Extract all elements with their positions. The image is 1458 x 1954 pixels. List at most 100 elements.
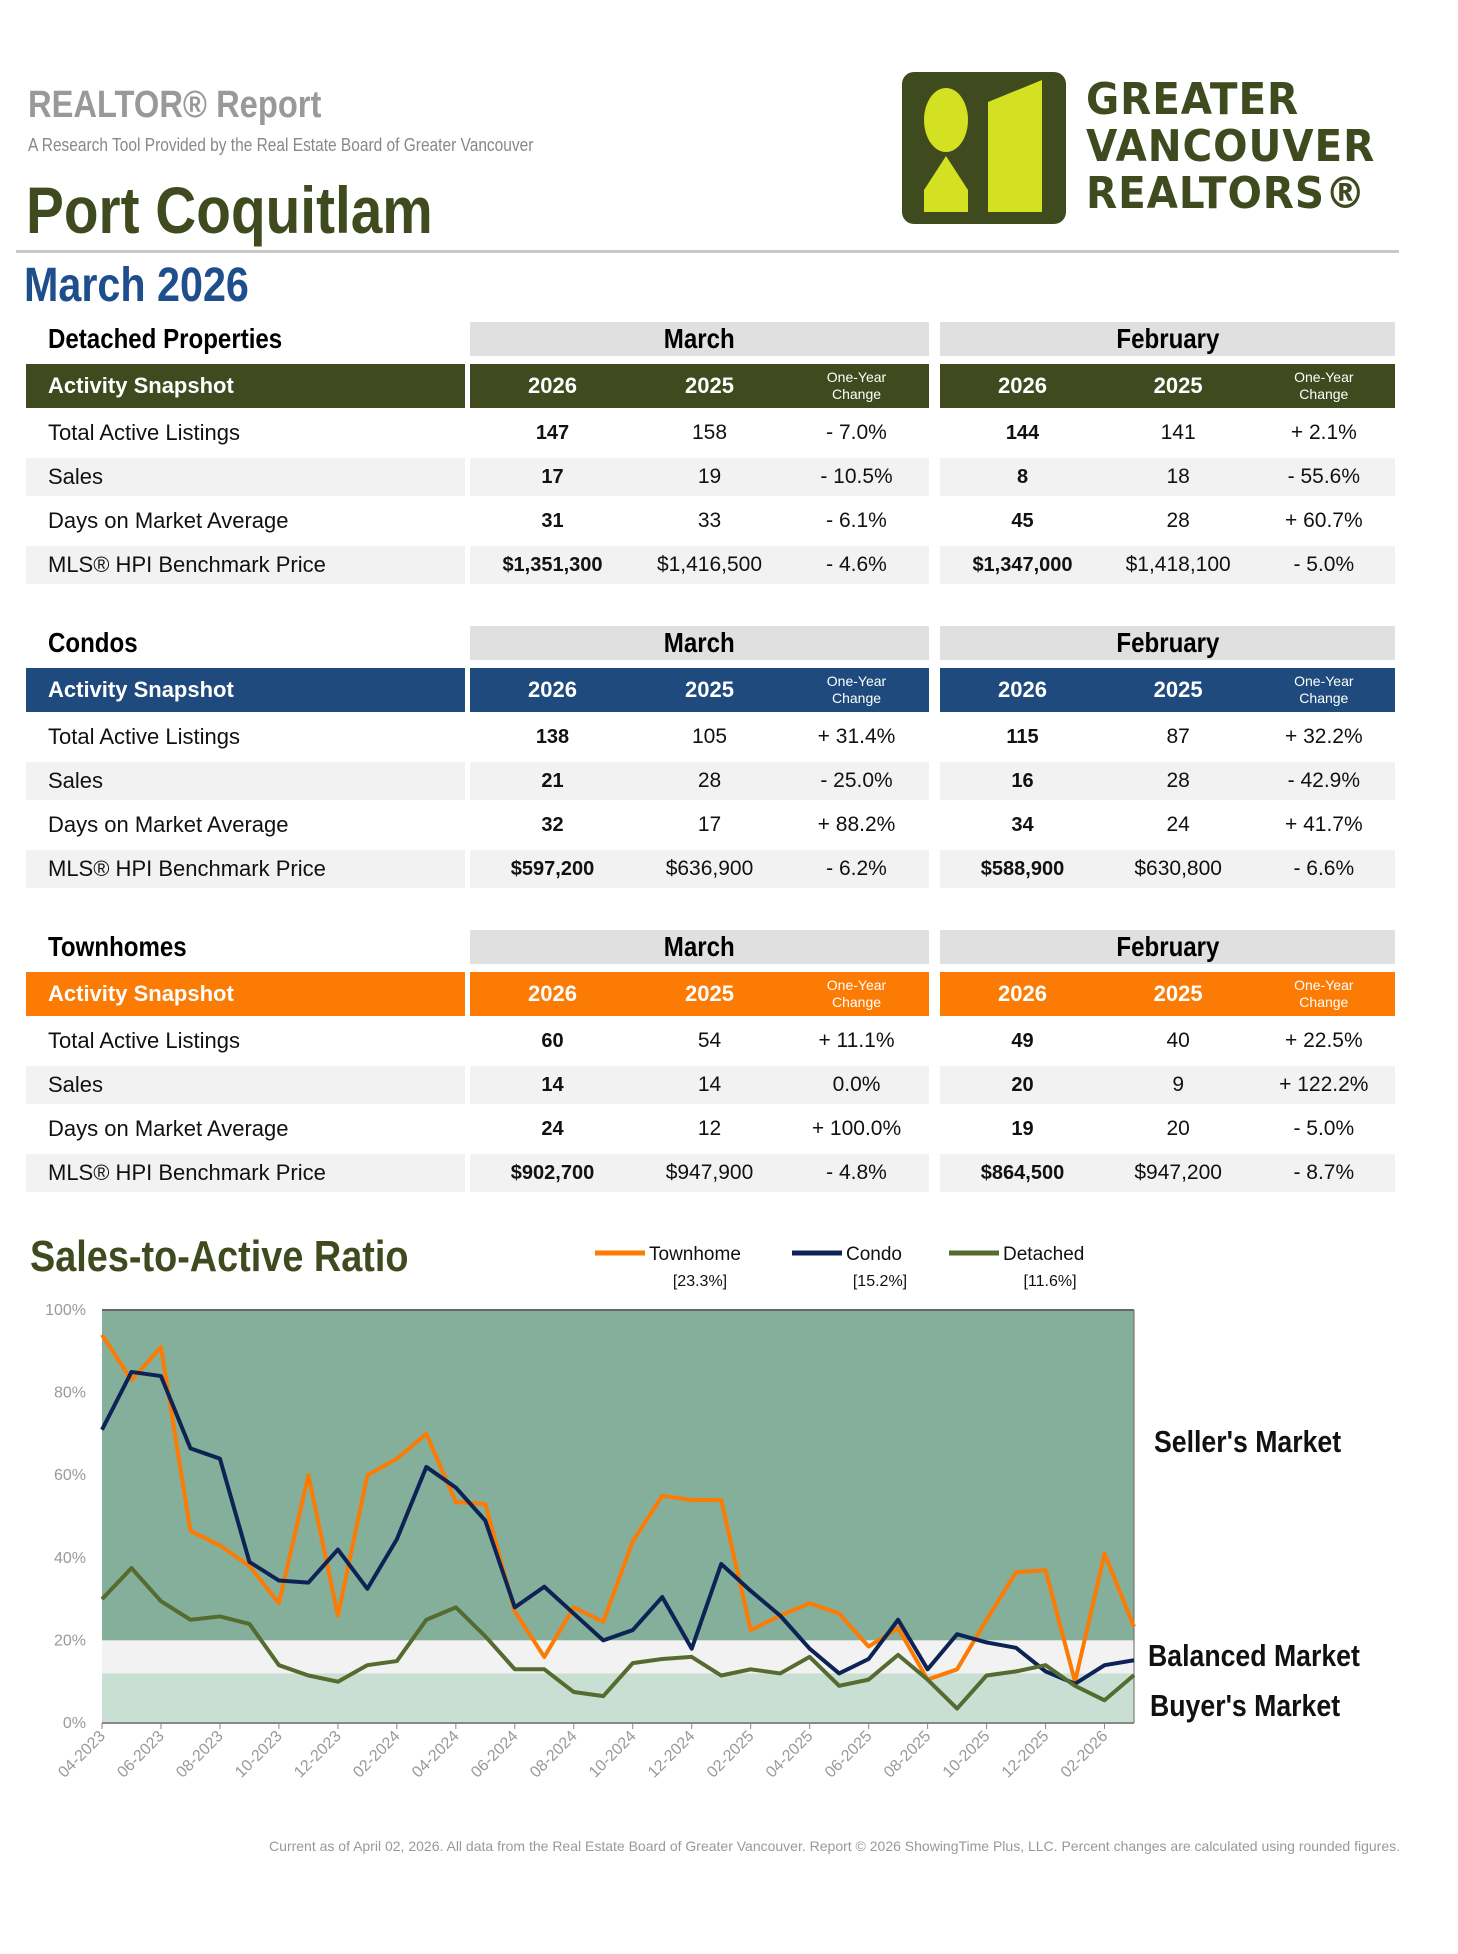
row-label-cell: Total Active Listings bbox=[48, 420, 240, 445]
x-tick-label: 10-2023 bbox=[232, 1728, 286, 1782]
value-2025: $947,200 bbox=[1134, 1161, 1222, 1184]
change-header: One-Year Change bbox=[1294, 673, 1354, 706]
value-2026: $902,700 bbox=[510, 1162, 595, 1184]
table-row: $588,900 $630,800 - 6.6% bbox=[940, 850, 1395, 888]
series-line-detached bbox=[100, 1566, 1136, 1711]
x-tick-label: 02-2025 bbox=[704, 1728, 758, 1782]
table-row: 138 105 + 31.4% bbox=[470, 718, 929, 756]
year-2026-header: 2026 bbox=[998, 981, 1047, 1006]
zone-sellers bbox=[102, 1310, 1134, 1641]
value-2026: 32 bbox=[541, 814, 564, 836]
row-label-cell: Sales bbox=[26, 458, 465, 496]
value-2025: $636,900 bbox=[665, 857, 754, 880]
value-change: - 7.0% bbox=[826, 421, 887, 444]
value-2026: 147 bbox=[535, 422, 570, 444]
year-header-group: 2026 2025 One-Year Change bbox=[470, 668, 929, 712]
y-tick-label: 40% bbox=[54, 1550, 86, 1567]
value-2025: 9 bbox=[1172, 1073, 1184, 1096]
row-label-cell: MLS® HPI Benchmark Price bbox=[26, 1154, 465, 1192]
value-2026: 45 bbox=[1011, 510, 1034, 532]
value-2026: $597,200 bbox=[510, 858, 595, 880]
legend-label: Detached bbox=[1003, 1244, 1084, 1265]
value-2025: 28 bbox=[1166, 769, 1190, 792]
legend-label: Townhome bbox=[649, 1244, 741, 1265]
value-2026: 8 bbox=[1016, 466, 1029, 488]
value-change: + 60.7% bbox=[1285, 509, 1363, 532]
year-header-group: 2026 2025 One-Year Change bbox=[940, 668, 1395, 712]
area-title: Port Coquitlam bbox=[26, 173, 433, 247]
year-2026-header: 2026 bbox=[998, 373, 1047, 398]
value-2026: 138 bbox=[535, 726, 570, 748]
value-2026: 19 bbox=[1011, 1118, 1034, 1140]
x-tick-label: 04-2024 bbox=[409, 1728, 463, 1782]
x-tick-label: 12-2024 bbox=[645, 1728, 699, 1782]
section-title: Townhomes bbox=[48, 931, 187, 962]
value-2026: 49 bbox=[1011, 1030, 1034, 1052]
row-label-cell: Days on Market Average bbox=[48, 812, 289, 837]
value-2026: $864,500 bbox=[980, 1162, 1065, 1184]
snapshot-header: Activity Snapshot bbox=[26, 972, 465, 1016]
value-2025: 54 bbox=[697, 1029, 722, 1052]
legend-current-value: [11.6%] bbox=[1023, 1273, 1076, 1290]
y-tick-label: 60% bbox=[54, 1467, 86, 1484]
month-band-previous: February bbox=[940, 322, 1395, 356]
series-line-townhome bbox=[100, 1333, 1136, 1684]
year-header-group: 2026 2025 One-Year Change bbox=[940, 972, 1395, 1016]
x-tick-label: 12-2023 bbox=[291, 1728, 345, 1782]
value-2026: 31 bbox=[541, 510, 564, 532]
table-row: $1,347,000 $1,418,100 - 5.0% bbox=[940, 546, 1395, 584]
row-label-cell: Sales bbox=[26, 762, 465, 800]
legend-current-value: [23.3%] bbox=[673, 1273, 727, 1290]
table-row: 17 19 - 10.5% bbox=[470, 458, 929, 496]
value-2025: 28 bbox=[697, 769, 722, 792]
value-2026: 21 bbox=[541, 770, 564, 792]
table-row: 49 40 + 22.5% bbox=[940, 1022, 1395, 1060]
value-change: 0.0% bbox=[832, 1073, 881, 1096]
value-2025: $630,800 bbox=[1134, 857, 1222, 880]
period-title: March 2026 bbox=[24, 259, 249, 312]
x-tick-label: 06-2023 bbox=[114, 1728, 168, 1782]
value-2025: 33 bbox=[697, 509, 722, 532]
value-2026: 20 bbox=[1011, 1074, 1034, 1096]
snapshot-header: Activity Snapshot bbox=[26, 668, 465, 712]
section-townhome: Townhomes March February Activity Snapsh… bbox=[0, 930, 1458, 1230]
value-change: + 11.1% bbox=[818, 1029, 895, 1052]
x-tick-label: 02-2024 bbox=[350, 1728, 404, 1782]
value-change: - 8.7% bbox=[1293, 1161, 1355, 1184]
value-change: + 22.5% bbox=[1285, 1029, 1363, 1052]
value-2025: 40 bbox=[1166, 1029, 1190, 1052]
balanced-market-label: Balanced Market bbox=[1148, 1638, 1360, 1673]
value-change: - 42.9% bbox=[1287, 769, 1361, 792]
table-row: 31 33 - 6.1% bbox=[470, 502, 929, 540]
value-2025: 28 bbox=[1166, 509, 1190, 532]
y-tick-label: 0% bbox=[63, 1715, 86, 1732]
x-tick-label: 08-2024 bbox=[527, 1728, 581, 1782]
section-condo: Condos March February Activity Snapshot … bbox=[0, 626, 1458, 926]
change-header: One-Year Change bbox=[1294, 977, 1354, 1010]
section-detached: Detached Properties March February Activ… bbox=[0, 322, 1458, 622]
report-title: REALTOR® Report bbox=[28, 84, 322, 126]
value-2025: $1,418,100 bbox=[1125, 553, 1231, 576]
value-change: - 6.6% bbox=[1293, 857, 1355, 880]
change-header: One-Year Change bbox=[826, 673, 887, 706]
legend-label: Condo bbox=[846, 1244, 902, 1265]
buyers-market-label: Buyer's Market bbox=[1150, 1688, 1341, 1723]
table-row: $864,500 $947,200 - 8.7% bbox=[940, 1154, 1395, 1192]
table-row: 32 17 + 88.2% bbox=[470, 806, 929, 844]
table-row: 34 24 + 41.7% bbox=[940, 806, 1395, 844]
chart-title: Sales-to-Active Ratio bbox=[30, 1232, 409, 1281]
x-tick-label: 02-2026 bbox=[1058, 1728, 1112, 1782]
value-2026: 34 bbox=[1011, 814, 1034, 836]
value-2025: 87 bbox=[1166, 725, 1190, 748]
value-change: - 10.5% bbox=[820, 465, 893, 488]
change-header: One-Year Change bbox=[826, 977, 887, 1010]
x-tick-label: 10-2025 bbox=[940, 1728, 994, 1782]
logo-icon bbox=[902, 72, 1066, 224]
x-tick-label: 10-2024 bbox=[586, 1728, 640, 1782]
report-subtitle: A Research Tool Provided by the Real Est… bbox=[28, 135, 534, 155]
value-change: + 100.0% bbox=[811, 1117, 902, 1140]
value-2026: 17 bbox=[541, 466, 564, 488]
year-2025-header: 2025 bbox=[1153, 373, 1203, 398]
value-2026: $1,351,300 bbox=[502, 554, 603, 576]
row-label-cell: Total Active Listings bbox=[48, 724, 240, 749]
